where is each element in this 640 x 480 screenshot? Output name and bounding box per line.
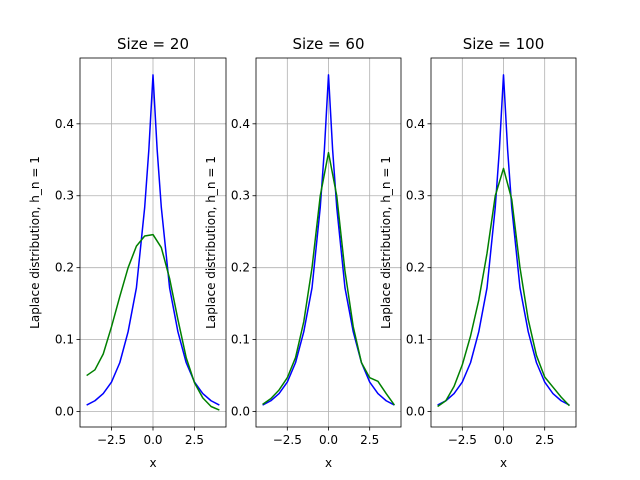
y-axis-label: Laplace distribution, h_n = 1 bbox=[379, 156, 393, 329]
series-line-2 bbox=[437, 167, 570, 408]
y-axis-label: Laplace distribution, h_n = 1 bbox=[28, 156, 42, 329]
y-tick-label: 0.4 bbox=[406, 117, 425, 131]
y-tick-label: 0.0 bbox=[406, 405, 425, 419]
y-tick-label: 0.0 bbox=[55, 405, 74, 419]
x-tick-label: −2.5 bbox=[448, 433, 477, 447]
y-axis-label: Laplace distribution, h_n = 1 bbox=[204, 156, 218, 329]
x-tick-label: 2.5 bbox=[360, 433, 379, 447]
y-tick-label: 0.1 bbox=[55, 333, 74, 347]
y-tick-label: 0.4 bbox=[55, 117, 74, 131]
x-axis-label: x bbox=[149, 456, 156, 470]
x-tick-label: 2.5 bbox=[535, 433, 554, 447]
x-tick-label: 0.0 bbox=[494, 433, 513, 447]
chart-panel-3: −2.5 0.0 2.5 0.0 0.1 0.2 0.3 0.4 Size = 100 x Lapl… bbox=[379, 35, 577, 470]
x-axis-label: x bbox=[500, 456, 507, 470]
series-line-1 bbox=[262, 74, 395, 406]
y-tick-label: 0.2 bbox=[55, 261, 74, 275]
y-tick-label: 0.1 bbox=[231, 333, 250, 347]
chart-panel-1: −2.5 0.0 2.5 0.0 0.1 0.2 0.3 0.4 Size = 20 x Lapla… bbox=[28, 35, 227, 470]
x-tick-label: 0.0 bbox=[319, 433, 338, 447]
x-tick-label: 0.0 bbox=[143, 433, 162, 447]
chart-title: Size = 20 bbox=[117, 35, 189, 53]
y-tick-label: 0.3 bbox=[406, 189, 425, 203]
chart-panel-2: −2.5 0.0 2.5 0.0 0.1 0.2 0.3 0.4 Size = 60 x Lapla… bbox=[204, 35, 402, 470]
y-tick-label: 0.2 bbox=[406, 261, 425, 275]
y-tick-label: 0.4 bbox=[231, 117, 250, 131]
y-tick-label: 0.1 bbox=[406, 333, 425, 347]
y-tick-label: 0.3 bbox=[55, 189, 74, 203]
x-tick-label: 2.5 bbox=[185, 433, 204, 447]
series-line-2 bbox=[262, 151, 396, 406]
x-tick-label: −2.5 bbox=[97, 433, 126, 447]
y-tick-label: 0.0 bbox=[231, 405, 250, 419]
x-tick-label: −2.5 bbox=[273, 433, 302, 447]
x-axis-label: x bbox=[325, 456, 332, 470]
series-line-1 bbox=[437, 74, 570, 406]
series-line-2 bbox=[86, 233, 220, 411]
chart-title: Size = 60 bbox=[293, 35, 365, 53]
chart-title: Size = 100 bbox=[463, 35, 545, 53]
y-tick-label: 0.2 bbox=[231, 261, 250, 275]
y-tick-label: 0.3 bbox=[231, 189, 250, 203]
